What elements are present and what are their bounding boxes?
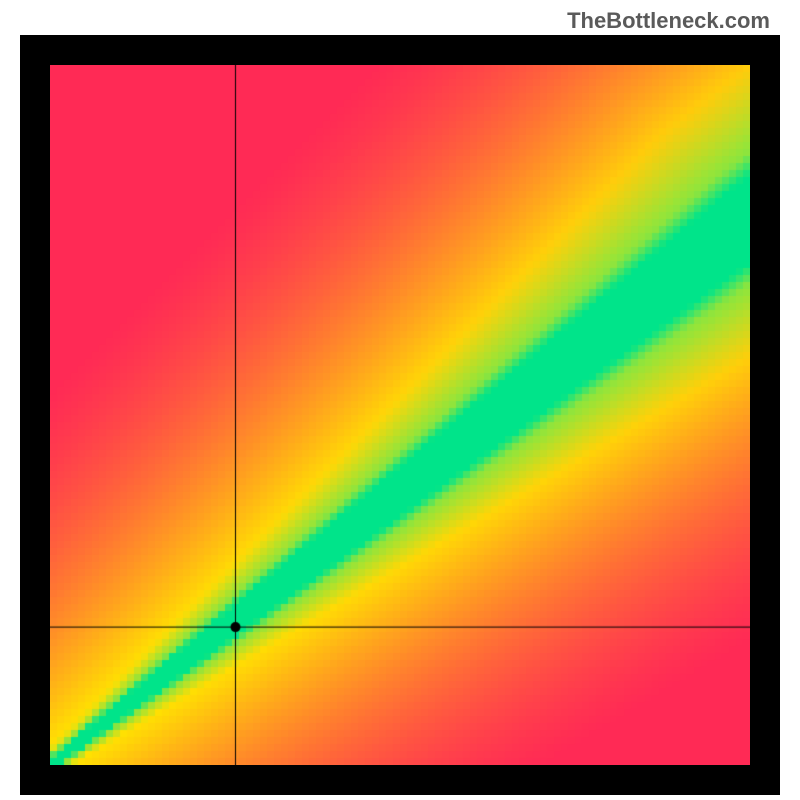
bottleneck-heatmap-chart: TheBottleneck.com [0,0,800,800]
watermark-text: TheBottleneck.com [567,8,770,34]
outer-frame [20,35,780,795]
heatmap-canvas [50,65,750,765]
